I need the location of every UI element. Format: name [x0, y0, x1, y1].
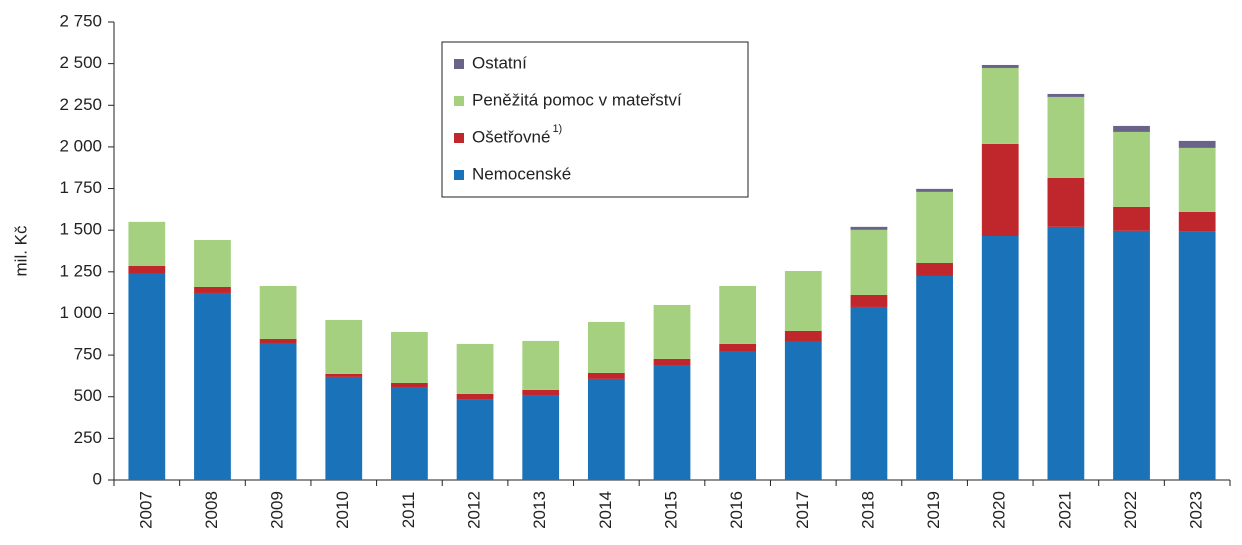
bar-segment — [522, 389, 560, 396]
bar-segment — [456, 399, 494, 480]
bar-segment — [522, 395, 560, 480]
bar-segment — [1178, 140, 1216, 148]
bar-segment — [128, 221, 166, 266]
x-tick-label: 2011 — [399, 492, 418, 529]
y-tick-label: 1 250 — [59, 261, 102, 280]
x-tick-label: 2014 — [596, 491, 615, 529]
x-tick-label: 2019 — [924, 491, 943, 529]
x-tick-label: 2016 — [727, 491, 746, 529]
bar-segment — [916, 275, 953, 480]
bar-segment — [1113, 206, 1150, 231]
bar-segment — [391, 331, 428, 383]
bar-segment — [1113, 131, 1150, 207]
x-tick-label: 2013 — [530, 491, 549, 529]
bar-segment — [719, 285, 757, 344]
bar-segment — [259, 338, 297, 344]
bar-segment — [719, 343, 757, 352]
bar-segment — [916, 262, 953, 276]
bar-segment — [587, 378, 625, 480]
bar-segment — [1178, 211, 1216, 232]
bar-segment — [981, 64, 1019, 68]
bar-segment — [1178, 231, 1216, 480]
bar-segment — [916, 188, 953, 192]
bar-segment — [784, 330, 822, 342]
bar-segment — [850, 306, 888, 480]
bar-segment — [1178, 147, 1216, 212]
x-tick-label: 2010 — [333, 491, 352, 529]
x-tick-label: 2012 — [465, 491, 484, 529]
x-tick-label: 2009 — [268, 491, 287, 529]
bar-segment — [1047, 177, 1085, 227]
bar-segment — [456, 343, 494, 394]
legend-swatch — [454, 133, 464, 143]
legend-swatch — [454, 59, 464, 69]
legend-box — [441, 41, 749, 198]
bar-segment — [128, 265, 166, 274]
bar-segment — [259, 285, 297, 339]
y-tick-label: 2 250 — [59, 95, 102, 114]
bar-segment — [325, 319, 363, 374]
legend-label: Ošetřovné — [472, 127, 550, 146]
bar-segment — [981, 143, 1019, 237]
x-tick-label: 2017 — [793, 491, 812, 529]
bar-segment — [1113, 125, 1150, 132]
bar-segment — [784, 341, 822, 480]
y-tick-label: 500 — [74, 386, 102, 405]
bar-segment — [784, 270, 822, 331]
bar-segment — [194, 286, 231, 293]
bar-segment — [850, 294, 888, 307]
bar-segment — [653, 365, 691, 480]
bar-segment — [981, 67, 1019, 144]
legend-swatch — [454, 96, 464, 106]
bar-segment — [194, 240, 231, 287]
bar-segment — [522, 340, 560, 390]
bar-segment — [259, 343, 297, 480]
bar-segment — [653, 304, 691, 359]
x-tick-label: 2021 — [1055, 491, 1074, 529]
bar-segment — [850, 229, 888, 295]
y-tick-label: 0 — [93, 469, 102, 488]
legend-label: Peněžitá pomoc v mateřství — [472, 90, 682, 109]
bar-segment — [719, 351, 757, 480]
bar-segment — [587, 321, 625, 373]
legend-label: Nemocenské — [472, 164, 571, 183]
y-tick-label: 2 750 — [59, 11, 102, 30]
y-tick-label: 1 000 — [59, 303, 102, 322]
bar-segment — [850, 226, 888, 230]
bar-segment — [1047, 96, 1085, 178]
bar-segment — [391, 387, 428, 480]
bar-segment — [128, 273, 166, 480]
bar-segment — [325, 376, 363, 480]
x-tick-label: 2015 — [661, 491, 680, 529]
legend-label: Ostatní — [472, 53, 527, 72]
y-tick-label: 2 000 — [59, 136, 102, 155]
legend-superscript: 1) — [552, 123, 562, 135]
bar-segment — [653, 358, 691, 366]
x-tick-label: 2022 — [1121, 491, 1140, 529]
y-tick-label: 750 — [74, 345, 102, 364]
x-tick-label: 2007 — [136, 491, 155, 529]
bar-segment — [391, 382, 428, 388]
bar-segment — [1047, 93, 1085, 97]
bar-segment — [1047, 226, 1085, 480]
y-tick-label: 2 500 — [59, 53, 102, 72]
legend-swatch — [454, 170, 464, 180]
x-tick-label: 2023 — [1187, 491, 1206, 529]
bar-segment — [456, 393, 494, 400]
bar-segment — [916, 191, 953, 263]
bar-segment — [981, 236, 1019, 480]
y-tick-label: 250 — [74, 428, 102, 447]
y-tick-label: 1 500 — [59, 220, 102, 239]
x-tick-label: 2018 — [858, 491, 877, 529]
bar-segment — [587, 372, 625, 379]
bar-segment — [194, 292, 231, 480]
bar-segment — [1113, 230, 1150, 480]
bar-segment — [325, 373, 363, 377]
x-tick-label: 2008 — [202, 491, 221, 529]
y-axis-label: mil. Kč — [11, 225, 30, 277]
y-tick-label: 1 750 — [59, 178, 102, 197]
x-tick-label: 2020 — [990, 491, 1009, 529]
